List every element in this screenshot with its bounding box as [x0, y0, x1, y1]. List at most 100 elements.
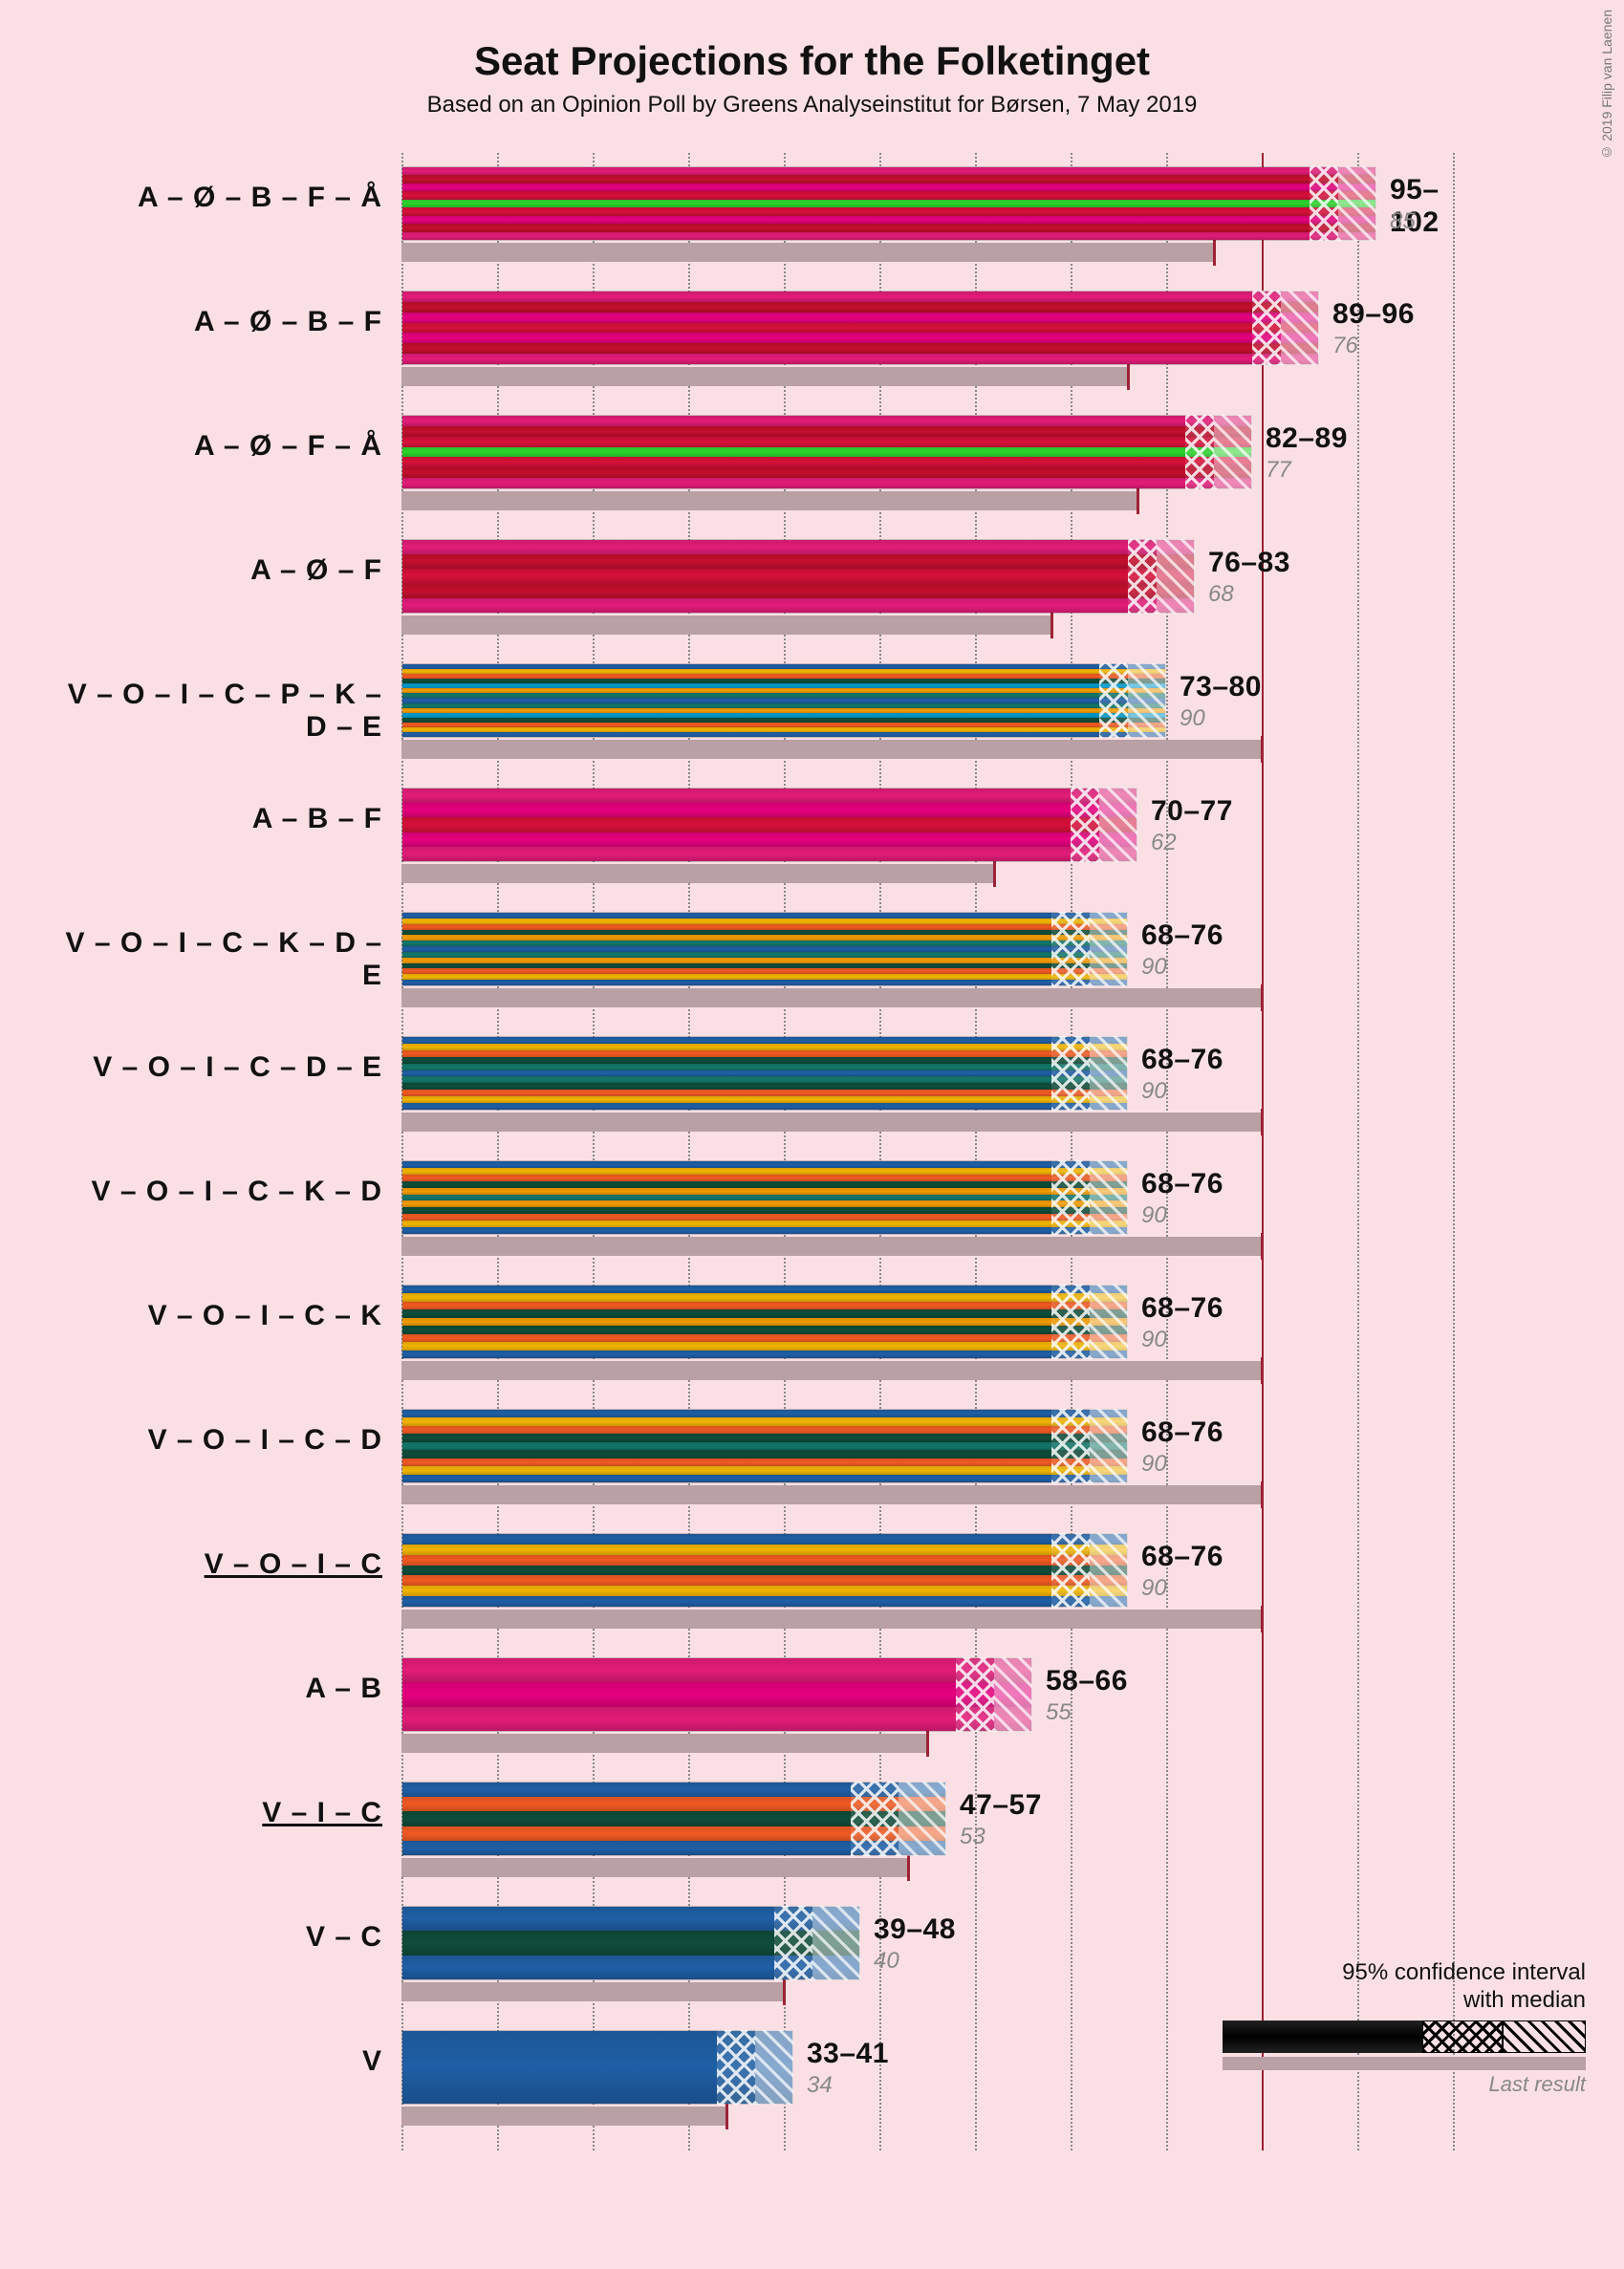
party-stripe [402, 1466, 1127, 1474]
party-stripe [402, 732, 1165, 737]
last-result-bar [401, 1485, 1262, 1504]
page-title: Seat Projections for the Folketinget [0, 0, 1624, 84]
party-stripe [402, 2031, 792, 2104]
party-stripe [402, 1227, 1127, 1234]
range-label: 70–77 [1151, 795, 1233, 828]
party-stripe [402, 1195, 1127, 1201]
last-result-label: 77 [1266, 457, 1291, 484]
last-result-bar [401, 1113, 1262, 1132]
copyright-text: © 2019 Filip van Laenen [1599, 10, 1614, 161]
last-result-marker [1137, 487, 1139, 514]
party-stripe [402, 1931, 859, 1955]
party-stripe [402, 598, 1194, 613]
last-result-label: 55 [1046, 1699, 1072, 1726]
party-stripe [402, 302, 1318, 313]
party-stripe [402, 554, 1194, 569]
party-stripe [402, 292, 1318, 302]
coalition-row: A – Ø – B – F89–9676 [401, 287, 1453, 392]
last-result-marker [1261, 1109, 1264, 1135]
party-stripe [402, 191, 1375, 199]
range-label: 76–83 [1208, 547, 1290, 579]
projection-bar [401, 1533, 1128, 1608]
party-stripe [402, 1658, 1031, 1682]
range-label: 68–76 [1141, 1541, 1223, 1573]
party-stripe [402, 467, 1251, 478]
last-result-label: 90 [1141, 1575, 1167, 1602]
party-stripe [402, 1907, 859, 1931]
party-stripe [402, 1334, 1127, 1342]
range-label: 82–89 [1266, 422, 1348, 455]
legend-ci-label: 95% confidence interval with median [1184, 1959, 1586, 2015]
last-result-marker [993, 860, 996, 887]
last-result-label: 90 [1180, 705, 1205, 732]
range-label: 68–76 [1141, 1416, 1223, 1449]
party-stripe [402, 1956, 859, 1979]
party-stripe [402, 1044, 1127, 1050]
party-stripe [402, 1545, 1127, 1555]
coalition-label: V – C [57, 1921, 382, 1954]
party-stripe [402, 354, 1318, 364]
party-stripe [402, 1682, 1031, 1706]
party-stripe [402, 1168, 1127, 1175]
party-stripe [402, 333, 1318, 343]
last-result-label: 90 [1141, 1327, 1167, 1353]
party-stripe [402, 232, 1375, 240]
coalition-label: V [57, 2045, 382, 2078]
last-result-bar [401, 988, 1262, 1007]
legend-last-swatch [1223, 2057, 1586, 2070]
projection-bar [401, 1409, 1128, 1483]
party-stripe [402, 1783, 945, 1797]
coalition-label: V – O – I – C [57, 1548, 382, 1581]
range-label: 47–57 [960, 1789, 1042, 1822]
party-stripe [402, 1302, 1127, 1309]
party-stripe [402, 167, 1375, 175]
last-result-marker [1127, 363, 1130, 390]
last-result-marker [1050, 612, 1053, 638]
party-stripe [402, 1175, 1127, 1181]
coalition-label: V – O – I – C – D [57, 1424, 382, 1457]
party-stripe [402, 980, 1127, 985]
last-result-label: 85 [1390, 208, 1416, 235]
last-result-label: 90 [1141, 1078, 1167, 1105]
last-result-label: 62 [1151, 830, 1177, 856]
party-stripe [402, 1475, 1127, 1482]
party-stripe [402, 1417, 1127, 1425]
party-stripe [402, 1459, 1127, 1466]
last-result-marker [1261, 984, 1264, 1011]
coalition-row: V – O – I – C68–7690 [401, 1529, 1453, 1634]
coalition-label: V – O – I – C – D – E [57, 1051, 382, 1084]
projection-bar [401, 1036, 1128, 1111]
projection-bar [401, 1906, 860, 1980]
last-result-bar [401, 243, 1214, 262]
last-result-label: 40 [874, 1948, 899, 1975]
last-result-label: 34 [807, 2072, 833, 2099]
party-stripe [402, 1096, 1127, 1103]
party-stripe [402, 1181, 1127, 1188]
party-stripe [402, 1342, 1127, 1350]
coalition-row: A – Ø – F – Å82–8977 [401, 411, 1453, 516]
last-result-bar [401, 740, 1262, 759]
party-stripe [402, 1076, 1127, 1083]
coalition-row: V – O – I – C – P – K – D – E73–8090 [401, 659, 1453, 765]
party-stripe [402, 437, 1251, 447]
last-result-bar [401, 1982, 784, 2001]
party-stripe [402, 1161, 1127, 1168]
projection-bar [401, 788, 1137, 862]
projection-bar [401, 1160, 1128, 1235]
party-stripe [402, 1841, 945, 1855]
party-stripe [402, 1214, 1127, 1221]
party-stripe [402, 1442, 1127, 1450]
last-result-bar [401, 1858, 908, 1877]
last-result-marker [907, 1854, 910, 1881]
range-label: 73–80 [1180, 671, 1262, 703]
coalition-row: A – B – F70–7762 [401, 784, 1453, 889]
last-result-marker [1261, 736, 1264, 763]
projection-bar [401, 166, 1376, 241]
party-stripe [402, 1575, 1127, 1586]
last-result-bar [401, 616, 1051, 635]
last-result-marker [1261, 1606, 1264, 1632]
range-label: 68–76 [1141, 1168, 1223, 1200]
projection-bar [401, 1657, 1032, 1732]
party-stripe [402, 1309, 1127, 1317]
coalition-label: V – O – I – C – K – D – E [57, 927, 382, 992]
